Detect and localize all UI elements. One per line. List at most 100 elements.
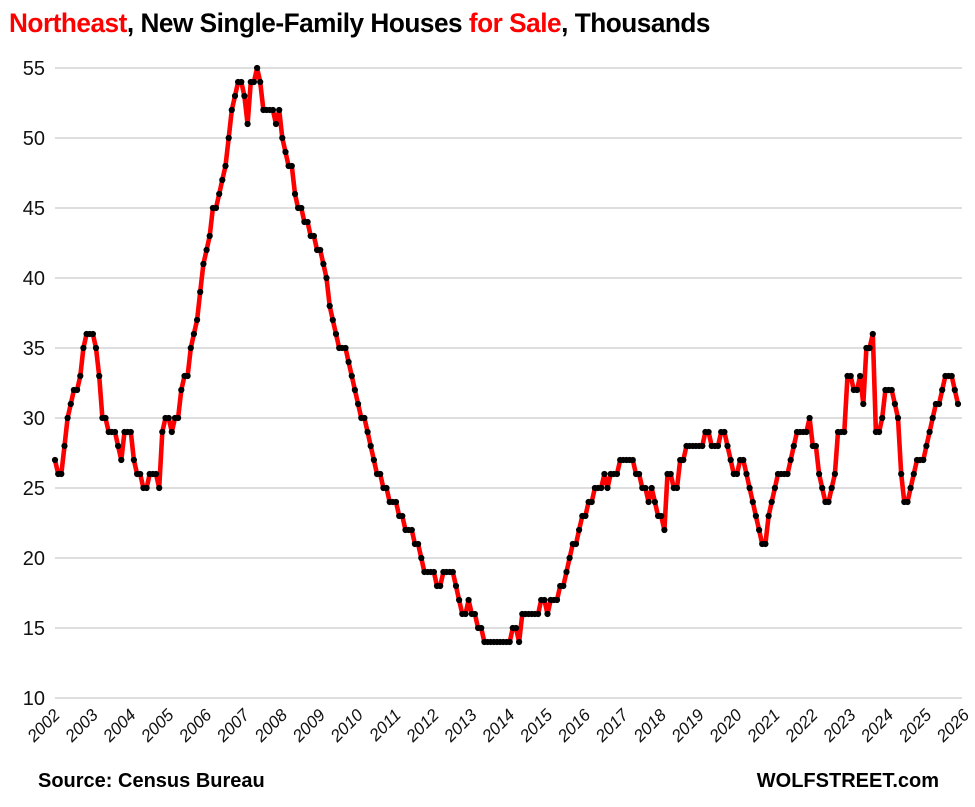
data-point xyxy=(879,414,886,422)
data-point xyxy=(888,386,895,394)
x-tick-label: 2020 xyxy=(705,705,746,746)
data-point xyxy=(74,386,81,394)
data-point xyxy=(51,456,59,464)
data-point xyxy=(194,316,201,324)
data-point xyxy=(478,624,485,632)
data-point xyxy=(733,470,741,478)
data-point xyxy=(642,484,649,492)
data-point xyxy=(415,540,422,548)
x-tick-label: 2002 xyxy=(23,705,64,746)
data-point xyxy=(449,568,456,576)
data-point xyxy=(329,316,336,324)
y-tick-label: 35 xyxy=(23,338,45,360)
data-point xyxy=(250,78,257,86)
x-tick-label: 2015 xyxy=(515,705,556,746)
data-point xyxy=(408,526,415,534)
data-point xyxy=(61,442,68,450)
data-point xyxy=(345,358,352,366)
title-units: , Thousands xyxy=(561,8,711,38)
source-label: Source: Census Bureau xyxy=(38,770,265,792)
data-point xyxy=(541,596,548,604)
data-point xyxy=(825,498,832,506)
data-point xyxy=(920,456,927,464)
x-tick-label: 2016 xyxy=(553,705,594,746)
x-tick-label: 2026 xyxy=(932,705,973,746)
data-point xyxy=(680,456,687,464)
data-point xyxy=(576,526,583,534)
data-point xyxy=(613,470,621,478)
data-point xyxy=(819,484,826,492)
data-point xyxy=(298,204,305,212)
data-point xyxy=(951,386,958,394)
data-point xyxy=(601,470,608,478)
data-point xyxy=(645,498,652,506)
data-point xyxy=(743,470,750,478)
data-point xyxy=(212,204,220,212)
data-point xyxy=(156,484,163,492)
data-point xyxy=(582,512,589,520)
x-tick-label: 2005 xyxy=(137,705,178,746)
data-point xyxy=(828,484,835,492)
data-point xyxy=(288,162,295,170)
data-point xyxy=(115,442,122,450)
data-point xyxy=(64,414,71,422)
data-point xyxy=(724,442,731,450)
data-point xyxy=(96,372,103,380)
title-text: , New Single-Family Houses xyxy=(126,8,469,38)
data-point xyxy=(200,260,207,268)
data-point xyxy=(907,484,914,492)
x-tick-label: 2014 xyxy=(478,705,519,746)
data-point xyxy=(80,344,87,352)
data-point xyxy=(768,498,775,506)
series-line xyxy=(52,65,961,645)
data-point xyxy=(853,386,861,394)
x-tick-label: 2010 xyxy=(326,705,367,746)
wolfstreet-brand: WOLFSTREET.com xyxy=(756,770,939,792)
data-point xyxy=(175,414,182,422)
data-point xyxy=(89,330,96,338)
data-point xyxy=(361,414,368,422)
data-point xyxy=(869,330,876,338)
data-point xyxy=(629,456,636,464)
data-point xyxy=(506,638,513,646)
data-point xyxy=(332,330,340,338)
x-tick-label: 2025 xyxy=(894,705,935,746)
data-point xyxy=(276,106,283,114)
data-point xyxy=(936,400,943,408)
data-point xyxy=(876,428,883,436)
data-point xyxy=(190,330,197,338)
data-point xyxy=(752,512,760,520)
data-point xyxy=(727,456,734,464)
x-tick-label: 2023 xyxy=(819,705,860,746)
data-point xyxy=(790,442,797,450)
x-tick-label: 2021 xyxy=(743,705,784,746)
data-point xyxy=(588,498,595,506)
data-point xyxy=(604,484,611,492)
x-tick-label: 2007 xyxy=(212,705,253,746)
data-point xyxy=(857,372,864,380)
data-point xyxy=(812,442,820,450)
data-point xyxy=(847,372,854,380)
x-tick-label: 2022 xyxy=(781,705,822,746)
data-point xyxy=(661,526,668,534)
data-point xyxy=(898,470,905,478)
chart-footer: Source: Census Bureau WOLFSTREET.com xyxy=(0,766,975,800)
y-tick-label: 45 xyxy=(23,198,45,220)
data-point xyxy=(948,372,955,380)
x-tick-label: 2009 xyxy=(288,705,329,746)
data-point xyxy=(197,288,204,296)
x-tick-label: 2012 xyxy=(402,705,443,746)
data-point xyxy=(58,470,65,478)
data-point xyxy=(648,484,655,492)
data-point xyxy=(667,470,674,478)
data-point xyxy=(254,64,261,72)
data-point xyxy=(806,414,813,422)
data-point xyxy=(399,512,406,520)
data-point xyxy=(216,190,223,198)
y-tick-label: 40 xyxy=(23,268,45,290)
data-point xyxy=(771,484,779,492)
data-point xyxy=(291,190,299,198)
data-point xyxy=(272,120,280,128)
data-point xyxy=(320,260,327,268)
